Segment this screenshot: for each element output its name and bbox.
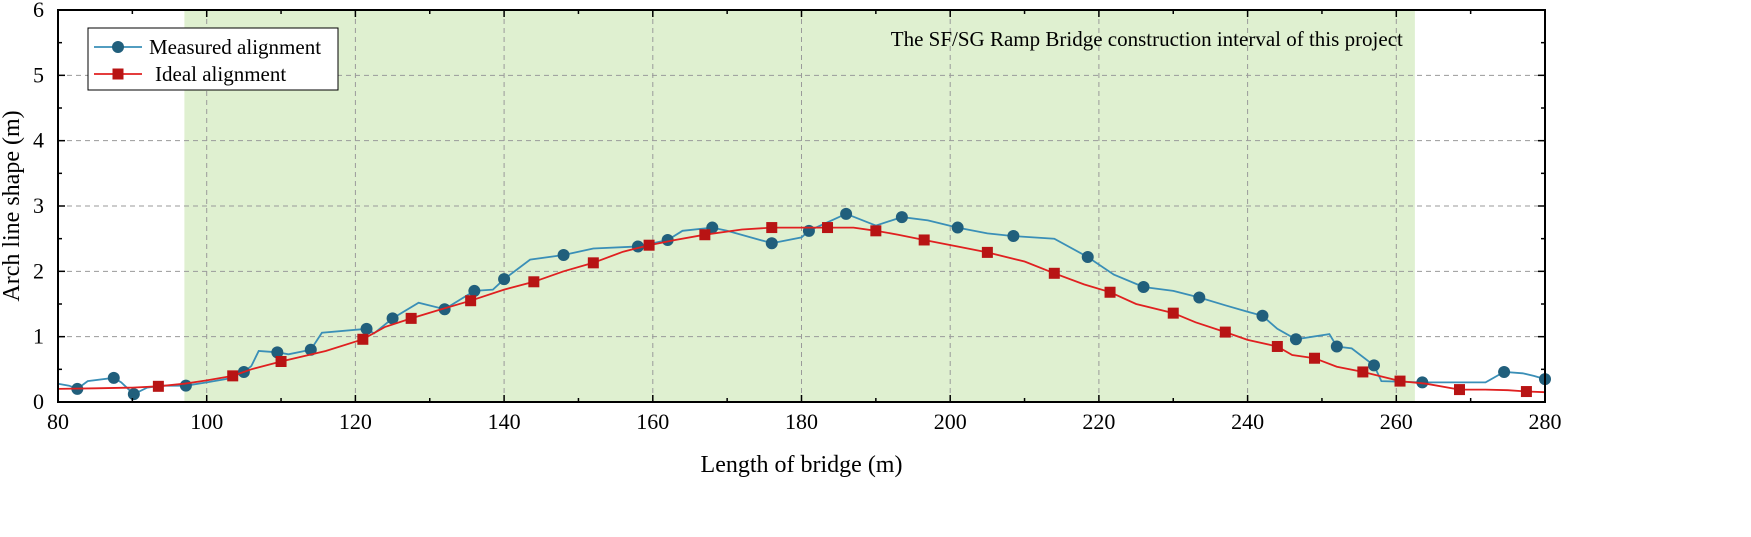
y-tick-label: 3 (33, 193, 44, 218)
annotations: The SF/SG Ramp Bridge construction inter… (891, 27, 1403, 51)
x-tick-label: 180 (785, 409, 818, 434)
plot-area (57, 10, 1551, 402)
data-point-measured (498, 273, 511, 286)
legend-marker-circle (112, 41, 124, 53)
data-point-ideal (405, 312, 417, 324)
data-point-ideal (227, 370, 239, 382)
data-point-measured (951, 221, 964, 234)
data-point-measured (1367, 359, 1380, 372)
legend: Measured alignment Ideal alignment (87, 27, 339, 91)
data-point-measured (386, 312, 399, 325)
data-point-ideal (528, 276, 540, 288)
data-point-measured (557, 249, 570, 261)
data-point-ideal (587, 257, 599, 269)
y-axis-title: Arch line shape (m) (0, 110, 25, 301)
data-point-measured (895, 211, 908, 224)
data-point-measured (1193, 291, 1206, 304)
data-point-ideal (918, 234, 930, 246)
data-point-measured (1137, 281, 1150, 294)
axis-titles: Length of bridge (m) Arch line shape (m) (0, 110, 902, 478)
x-tick-label: 160 (636, 409, 669, 434)
data-point-measured (107, 371, 120, 384)
y-tick-label: 4 (33, 128, 44, 153)
x-tick-label: 260 (1380, 409, 1413, 434)
data-point-ideal (766, 222, 778, 234)
legend-marker-square (112, 68, 124, 80)
x-axis-title: Length of bridge (m) (701, 452, 903, 478)
legend-box (87, 27, 339, 91)
data-point-measured (271, 346, 284, 359)
data-point-measured (360, 322, 373, 335)
data-point-measured (1256, 309, 1269, 322)
x-tick-label: 120 (339, 409, 372, 434)
legend-label-ideal: Ideal alignment (155, 62, 286, 86)
x-tick-label: 100 (190, 409, 223, 434)
y-tick-label: 5 (33, 62, 44, 87)
y-tick-label: 6 (33, 0, 44, 22)
data-point-ideal (1167, 307, 1179, 319)
x-tick-label: 280 (1529, 409, 1562, 434)
data-point-ideal (699, 229, 711, 241)
data-point-ideal (357, 333, 369, 345)
construction-interval-label: The SF/SG Ramp Bridge construction inter… (891, 27, 1403, 51)
data-point-ideal (643, 239, 655, 251)
data-point-ideal (275, 355, 287, 367)
data-point-measured (1081, 250, 1094, 263)
data-point-ideal (1453, 384, 1465, 396)
y-tick-label: 1 (33, 324, 44, 349)
data-point-measured (1007, 230, 1020, 243)
data-point-measured (179, 379, 192, 392)
data-point-measured (304, 343, 317, 356)
data-point-ideal (1394, 375, 1406, 387)
x-tick-label: 140 (488, 409, 521, 434)
data-point-measured (1330, 340, 1343, 353)
x-tick-label: 200 (934, 409, 967, 434)
y-tick-label: 0 (33, 389, 44, 414)
data-point-ideal (1048, 267, 1060, 279)
data-point-ideal (1357, 366, 1369, 378)
data-point-ideal (152, 380, 164, 392)
data-point-ideal (981, 246, 993, 258)
y-tick-label: 2 (33, 258, 44, 283)
data-point-ideal (1309, 352, 1321, 364)
data-point-ideal (465, 295, 477, 307)
data-point-measured (1498, 365, 1511, 378)
data-point-measured (127, 388, 140, 401)
data-point-measured (802, 224, 815, 237)
data-point-measured (468, 284, 481, 297)
legend-label-measured: Measured alignment (149, 35, 321, 59)
axes: 80 100 120 140 160 180 200 220 240 260 280 0 1 2 3 4 5 6 (33, 0, 1562, 434)
data-point-ideal (1104, 286, 1116, 298)
data-point-ideal (1219, 326, 1231, 338)
data-point-ideal (1271, 340, 1283, 352)
data-point-measured (1416, 376, 1429, 389)
x-tick-label: 240 (1231, 409, 1264, 434)
x-tick-label: 220 (1082, 409, 1115, 434)
data-point-ideal (822, 222, 834, 234)
data-point-measured (840, 207, 853, 220)
data-point-ideal (1520, 386, 1532, 398)
data-point-measured (1289, 333, 1302, 346)
data-point-measured (765, 237, 778, 250)
x-tick-label: 80 (47, 409, 69, 434)
data-point-ideal (870, 225, 882, 237)
